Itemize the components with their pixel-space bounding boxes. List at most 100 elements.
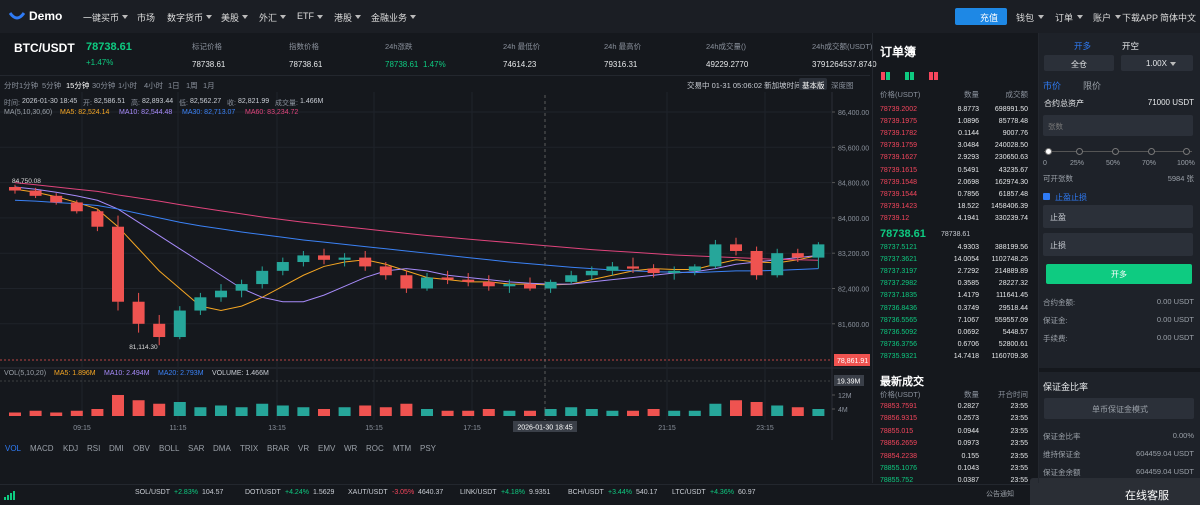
nav-menu-item[interactable]: ETF bbox=[297, 11, 314, 21]
book-view-icon[interactable] bbox=[910, 72, 914, 80]
trade-cell: 23:55 bbox=[1010, 440, 1028, 448]
indicator-tab[interactable]: WR bbox=[344, 444, 358, 453]
indicator-tab[interactable]: MTM bbox=[393, 444, 412, 453]
book-view-icon[interactable] bbox=[881, 72, 885, 80]
view-tab[interactable]: 深度图 bbox=[831, 81, 854, 90]
caret bbox=[206, 15, 212, 19]
volume-bar bbox=[606, 410, 619, 416]
indicator-tab[interactable]: KDJ bbox=[63, 444, 79, 453]
book-view-icon[interactable] bbox=[929, 72, 933, 80]
nav-menu-item[interactable]: 一键买币 bbox=[83, 13, 120, 23]
interval-tab[interactable]: 分时 bbox=[4, 81, 19, 90]
volume-bar bbox=[256, 403, 269, 416]
ohlc-value: 2026-01-30 18:45 bbox=[22, 98, 78, 105]
ticker-bar bbox=[0, 33, 870, 76]
indicator-tab[interactable]: RSI bbox=[87, 444, 101, 453]
margin-mode-button[interactable] bbox=[1044, 398, 1194, 419]
deposit-label[interactable]: 充值 bbox=[980, 13, 999, 23]
interval-tab[interactable]: 1日 bbox=[168, 81, 180, 90]
select-box[interactable] bbox=[1121, 55, 1193, 71]
volume-bar bbox=[544, 408, 557, 416]
ohlc-label: 低: bbox=[179, 100, 188, 107]
support-label[interactable]: 在线客服 bbox=[1125, 490, 1169, 502]
slider-dot[interactable] bbox=[1076, 148, 1083, 155]
nav-menu-item[interactable]: 市场 bbox=[137, 13, 156, 23]
bottom-bar bbox=[0, 484, 1200, 505]
nav-menu-item[interactable]: 数字货币 bbox=[167, 13, 204, 23]
interval-tab[interactable]: 1月 bbox=[203, 81, 215, 90]
submit-button[interactable] bbox=[1046, 264, 1192, 284]
market-symbol[interactable]: LINK/USDT bbox=[460, 489, 497, 496]
nav-link[interactable]: 账户 bbox=[1093, 13, 1112, 23]
qty-input[interactable] bbox=[1043, 115, 1193, 136]
interval-tab[interactable]: 5分钟 bbox=[42, 81, 62, 90]
interval-tab[interactable]: 30分钟 bbox=[92, 81, 116, 90]
trade-price: 78853.7591 bbox=[880, 403, 917, 410]
order-type-tab[interactable]: 市价 bbox=[1043, 81, 1062, 91]
indicator-tab[interactable]: OBV bbox=[133, 444, 150, 453]
nav-menu-item[interactable]: 港股 bbox=[334, 13, 353, 23]
indicator-tab[interactable]: PSY bbox=[420, 444, 437, 453]
interval-tab[interactable]: 4小时 bbox=[144, 81, 164, 90]
candle-body bbox=[9, 187, 21, 191]
market-symbol[interactable]: XAUT/USDT bbox=[348, 489, 388, 496]
book-cell: 9007.76 bbox=[1002, 130, 1028, 138]
nav-link[interactable]: 订单 bbox=[1055, 13, 1074, 23]
slider-dot[interactable] bbox=[1148, 148, 1155, 155]
market-symbol[interactable]: DOT/USDT bbox=[245, 489, 281, 496]
interval-tab[interactable]: 1分钟 bbox=[19, 81, 39, 90]
book-view-icon[interactable] bbox=[886, 72, 890, 80]
interval-tab[interactable]: 1周 bbox=[186, 81, 198, 90]
deposit-button[interactable] bbox=[955, 8, 1007, 25]
margin-mode-label[interactable]: 单币保证金模式 bbox=[1092, 405, 1148, 414]
view-tab[interactable]: 基本版 bbox=[802, 81, 825, 90]
market-symbol[interactable]: SOL/USDT bbox=[135, 489, 171, 496]
interval-tab[interactable]: 15分钟 bbox=[66, 81, 90, 90]
slider-dot[interactable] bbox=[1045, 148, 1052, 155]
indicator-tab[interactable]: EMV bbox=[318, 444, 336, 453]
indicator-tab[interactable]: BOLL bbox=[159, 444, 180, 453]
interval-tab[interactable]: 1小时 bbox=[118, 81, 138, 90]
slider-dot[interactable] bbox=[1183, 148, 1190, 155]
nav-link[interactable]: 钱包 bbox=[1016, 13, 1035, 23]
book-view-icon[interactable] bbox=[934, 72, 938, 80]
indicator-tab[interactable]: TRIX bbox=[240, 444, 259, 453]
tpsl-label[interactable]: 止盈止损 bbox=[1055, 193, 1087, 202]
market-symbol[interactable]: LTC/USDT bbox=[672, 489, 706, 496]
book-view-icon[interactable] bbox=[905, 72, 909, 80]
indicator-tab[interactable]: VR bbox=[298, 444, 310, 453]
slider-dot[interactable] bbox=[1112, 148, 1119, 155]
symbol[interactable]: BTC/USDT bbox=[14, 41, 75, 55]
margin-mode[interactable]: 全仓 bbox=[1071, 60, 1087, 69]
book-price: 78739.1544 bbox=[880, 190, 917, 198]
trade-cell: 0.0387 bbox=[957, 477, 979, 485]
nav-menu-item[interactable]: 美股 bbox=[221, 13, 240, 23]
order-type-tab[interactable]: 限价 bbox=[1083, 81, 1102, 91]
column-header: 开合时间 bbox=[998, 390, 1028, 399]
indicator-tab[interactable]: DMA bbox=[213, 444, 231, 453]
volume-bar bbox=[91, 408, 104, 416]
indicator-tab[interactable]: VOL bbox=[5, 444, 22, 453]
indicator-tab[interactable]: SAR bbox=[188, 444, 205, 453]
nav-link[interactable]: 下载APP bbox=[1122, 13, 1159, 23]
leverage[interactable]: 1.00X bbox=[1146, 59, 1167, 68]
margin-label: 维持保证金 bbox=[1043, 450, 1081, 459]
view-tab-bg[interactable] bbox=[799, 78, 827, 90]
tp-input[interactable] bbox=[1043, 205, 1193, 228]
indicator-tab[interactable]: ROC bbox=[366, 444, 384, 453]
submit-label[interactable]: 开多 bbox=[1111, 270, 1127, 279]
select-box[interactable] bbox=[1044, 55, 1114, 71]
side-tab[interactable]: 开多 bbox=[1074, 41, 1092, 51]
support-box[interactable] bbox=[1030, 478, 1200, 505]
nav-link[interactable]: 简体中文 bbox=[1160, 13, 1197, 23]
checkbox[interactable] bbox=[1043, 193, 1050, 200]
market-symbol[interactable]: BCH/USDT bbox=[568, 489, 604, 496]
sl-input[interactable] bbox=[1043, 233, 1193, 256]
indicator-tab[interactable]: BRAR bbox=[267, 444, 290, 453]
notice-link[interactable]: 公告通知 bbox=[986, 491, 1014, 498]
side-tab[interactable]: 开空 bbox=[1122, 41, 1140, 51]
indicator-tab[interactable]: MACD bbox=[30, 444, 54, 453]
indicator-tab[interactable]: DMI bbox=[109, 444, 124, 453]
nav-menu-item[interactable]: 金融业务 bbox=[371, 13, 408, 23]
nav-menu-item[interactable]: 外汇 bbox=[259, 13, 278, 23]
